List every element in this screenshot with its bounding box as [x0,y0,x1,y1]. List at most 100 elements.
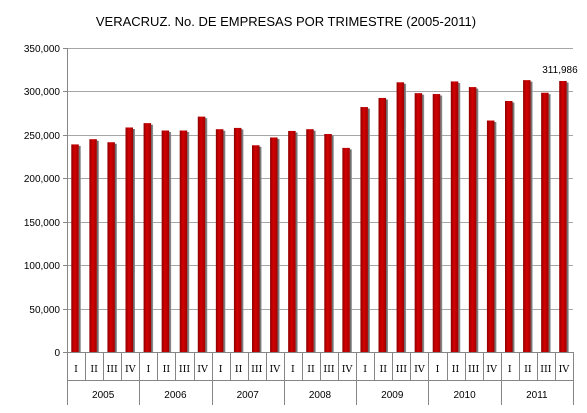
y-tick-label: 150,000 [24,218,61,229]
y-tick-label: 50,000 [29,305,60,316]
quarter-label: II [524,364,532,375]
bar-series [71,80,569,353]
year-label: 2008 [309,390,332,401]
bar-shadow [241,129,244,352]
y-tick-label: 300,000 [24,87,61,98]
bar [71,144,79,352]
quarter-label: IV [270,364,281,375]
y-axis: 0 50,000 100,000 150,000 200,000 250,000 300,0… [24,44,68,359]
bar [233,127,242,352]
bar-shadow [458,82,461,352]
quarter-label: I [219,364,223,375]
bar [541,92,549,352]
bar-shadow [349,149,352,352]
quarter-label: II [379,364,387,375]
y-tick-label: 250,000 [24,131,61,142]
quarter-label: III [251,364,263,375]
bar-shadow [277,138,280,352]
bar-shadow [566,82,569,352]
bar-shadow [223,130,226,352]
data-label: 311,986 [542,65,578,76]
bar [486,120,495,352]
quarter-label: II [452,364,460,375]
quarter-label: I [363,364,367,375]
bar-shadow [367,108,370,352]
bar [414,93,423,352]
bar-shadow [386,99,388,352]
bar-shadow [133,128,135,352]
x-axis: I II III IV I II III IV I II III IV I II III IV I II III IV… [67,352,574,405]
bar-shadow [331,135,334,352]
bar [306,129,314,352]
y-tick-label: 100,000 [24,261,61,272]
bar-shadow [512,102,515,353]
quarter-label: I [74,364,78,375]
bar-shadow [422,94,425,352]
bar [360,107,368,352]
quarter-label: IV [486,364,497,375]
bar-shadow [205,118,208,352]
bar [161,130,170,352]
year-label: 2007 [237,390,260,401]
bar [125,127,133,352]
bar [270,137,278,352]
bar [107,142,115,352]
quarter-label: I [436,364,440,375]
bar [197,116,206,352]
quarter-label: IV [197,364,208,375]
bar [468,87,477,352]
bar-shadow [440,95,443,352]
gridlines [67,48,573,310]
data-labels: 311,986 [542,65,578,76]
bar-shadow [530,81,533,352]
quarter-label: IV [125,364,136,375]
quarter-label: III [323,364,335,375]
bar [523,80,531,352]
bar-shadow [114,143,117,352]
bar-shadow [96,140,99,352]
bar-shadow [151,124,154,352]
quarter-label: I [291,364,295,375]
bar [89,139,97,352]
bar [432,94,441,352]
bar-shadow [259,146,262,352]
year-label: 2010 [453,390,476,401]
chart-title: VERACRUZ. No. DE EMPRESAS POR TRIMESTRE … [96,14,476,29]
bar [324,133,332,352]
quarter-label: IV [559,364,570,375]
y-tick-label: 0 [54,348,60,359]
bar [215,129,224,352]
quarter-label: II [235,364,243,375]
quarter-label: III [107,364,119,375]
quarter-label: I [146,364,150,375]
bar-shadow [295,132,298,352]
year-label: 2009 [381,390,404,401]
bar-shadow [169,132,172,352]
bar [450,81,459,352]
bar-shadow [476,88,479,352]
bar [505,100,513,353]
quarter-label: IV [414,364,425,375]
y-tick-label: 200,000 [24,174,61,185]
quarter-label: II [163,364,171,375]
year-label: 2006 [164,390,187,401]
bar [179,130,188,352]
quarter-label: III [468,364,480,375]
bar-shadow [494,122,497,352]
bar-shadow [187,132,190,352]
bar [378,97,386,352]
bar [252,145,260,352]
quarter-label: IV [342,364,353,375]
quarter-label: III [540,364,552,375]
bar-shadow [548,94,551,352]
bar-shadow [313,130,316,352]
bar [396,82,405,353]
bar [288,130,296,352]
y-tick-label: 350,000 [24,44,61,55]
bar-shadow [78,145,81,352]
bar [143,123,152,352]
year-label: 2011 [526,390,548,401]
quarter-label: II [307,364,315,375]
bar [342,147,350,352]
